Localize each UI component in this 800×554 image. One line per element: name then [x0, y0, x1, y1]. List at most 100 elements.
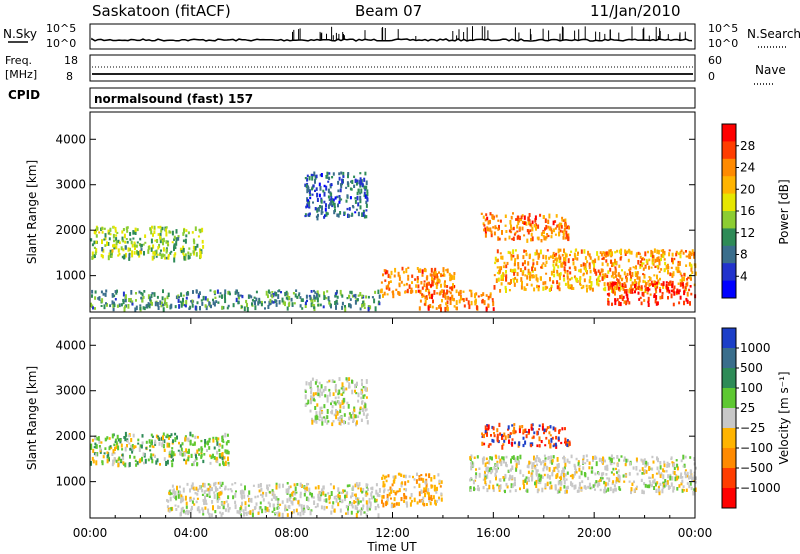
scatter-cell	[583, 472, 586, 477]
scatter-cell	[474, 300, 477, 305]
scatter-cell	[134, 227, 137, 233]
scatter-cell	[524, 274, 527, 277]
scatter-cell	[311, 419, 314, 425]
scatter-cell	[566, 443, 569, 447]
scatter-cell	[212, 298, 214, 302]
scatter-cell	[373, 498, 376, 503]
scatter-cell	[369, 501, 372, 507]
scatter-cell	[267, 289, 270, 294]
scatter-cell	[672, 486, 675, 490]
scatter-cell	[516, 278, 519, 283]
scatter-cell	[603, 276, 606, 280]
scatter-cell	[357, 211, 360, 217]
scatter-cell	[321, 416, 324, 422]
scatter-cell	[438, 279, 441, 283]
scatter-cell	[128, 298, 131, 302]
scatter-cell	[341, 294, 344, 298]
scatter-cell	[364, 403, 367, 409]
scatter-cell	[100, 290, 103, 294]
scatter-cell	[184, 436, 187, 442]
scatter-cell	[313, 419, 316, 423]
scatter-cell	[243, 512, 246, 515]
scatter-cell	[335, 305, 337, 310]
scatter-cell	[353, 493, 356, 497]
scatter-cell	[517, 234, 520, 240]
scatter-cell	[663, 258, 666, 261]
scatter-cell	[568, 460, 571, 464]
scatter-cell	[563, 268, 566, 272]
scatter-cell	[549, 481, 552, 485]
scatter-cell	[104, 233, 107, 238]
scatter-cell	[631, 482, 634, 486]
scatter-cell	[637, 285, 640, 290]
scatter-cell	[347, 173, 349, 179]
scatter-cell	[151, 301, 153, 306]
scatter-cell	[169, 496, 172, 502]
scatter-cell	[370, 487, 373, 490]
scatter-cell	[614, 298, 617, 302]
scatter-cell	[94, 251, 97, 255]
scatter-cell	[337, 400, 340, 405]
scatter-cell	[295, 508, 298, 513]
scatter-cell	[679, 295, 682, 300]
scatter-cell	[631, 291, 634, 294]
scatter-cell	[239, 510, 241, 515]
scatter-cell	[555, 435, 558, 440]
scatter-cell	[363, 185, 366, 190]
scatter-cell	[598, 482, 601, 487]
scatter-cell	[363, 191, 366, 195]
scatter-cell	[558, 226, 561, 231]
scatter-cell	[167, 442, 170, 447]
scatter-cell	[523, 234, 526, 237]
scatter-cell	[303, 504, 305, 509]
scatter-cell	[323, 291, 325, 296]
scatter-cell	[341, 305, 344, 310]
scatter-cell	[93, 452, 96, 456]
scatter-cell	[656, 281, 658, 285]
scatter-cell	[692, 490, 695, 496]
scatter-cell	[320, 384, 323, 389]
scatter-cell	[187, 251, 190, 255]
scatter-cell	[392, 290, 395, 296]
scatter-cell	[519, 218, 522, 221]
scatter-cell	[313, 306, 316, 310]
scatter-cell	[487, 227, 490, 232]
scatter-cell	[197, 488, 200, 493]
scatter-cell	[278, 300, 281, 305]
scatter-cell	[160, 249, 162, 252]
x-tick-label: 16:00	[476, 526, 511, 540]
scatter-cell	[175, 295, 178, 300]
scatter-cell	[597, 269, 600, 273]
scatter-cell	[378, 294, 381, 299]
scatter-cell	[183, 458, 186, 462]
scatter-cell	[550, 230, 553, 235]
scatter-cell	[148, 439, 151, 444]
scatter-cell	[402, 474, 405, 478]
scatter-cell	[258, 297, 261, 301]
scatter-cell	[326, 176, 329, 179]
scatter-cell	[439, 485, 442, 488]
scatter-cell	[468, 304, 471, 310]
scatter-cell	[642, 262, 645, 265]
scatter-cell	[617, 469, 620, 473]
scatter-cell	[475, 468, 477, 471]
scatter-cell	[331, 204, 334, 208]
scatter-cell	[308, 487, 311, 493]
scatter-cell	[512, 226, 515, 231]
scatter-cell	[91, 438, 94, 442]
scatter-cell	[619, 295, 622, 299]
scatter-cell	[342, 391, 345, 394]
scatter-cell	[176, 485, 178, 491]
scatter-cell	[671, 283, 674, 289]
scatter-cell	[191, 303, 194, 308]
scatter-cell	[667, 269, 669, 275]
scatter-cell	[536, 488, 539, 494]
scatter-cell	[572, 287, 575, 290]
scatter-cell	[591, 287, 594, 292]
scatter-cell	[195, 500, 198, 504]
scatter-cell	[325, 506, 328, 509]
scatter-cell	[205, 502, 208, 505]
scatter-cell	[224, 487, 226, 491]
scatter-cell	[243, 494, 246, 499]
colorbar-tick-label: 4	[740, 269, 748, 283]
